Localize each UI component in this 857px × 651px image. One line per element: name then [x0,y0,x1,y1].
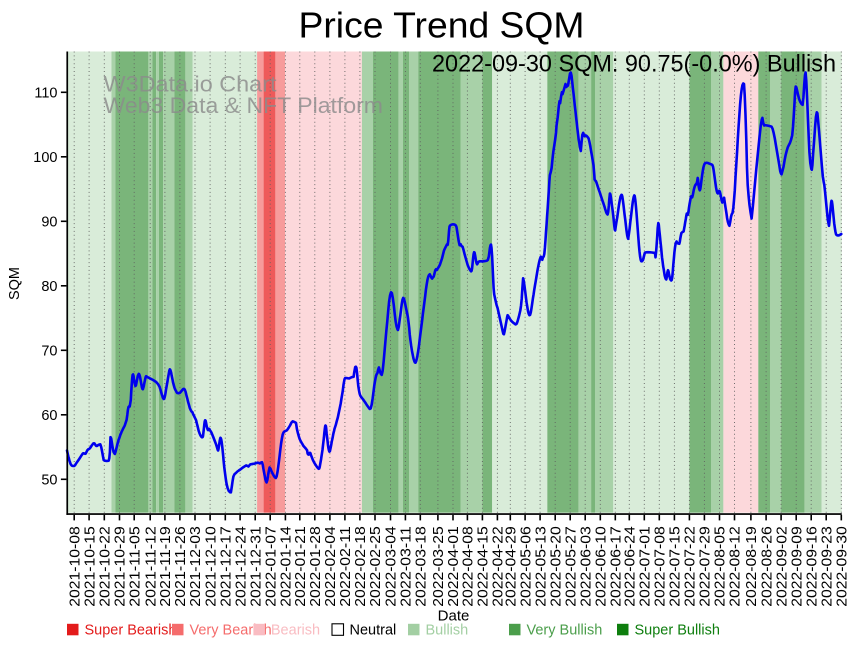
svg-text:2022-04-01: 2022-04-01 [446,526,462,607]
svg-text:2022-05-06: 2022-05-06 [518,526,534,607]
svg-text:2022-05-27: 2022-05-27 [563,526,579,607]
svg-text:2021-11-05: 2021-11-05 [127,526,143,607]
svg-text:Bullish: Bullish [426,623,469,639]
svg-text:Web3 Data & NFT Platform: Web3 Data & NFT Platform [104,93,384,118]
svg-text:Super Bearish: Super Bearish [85,623,177,639]
svg-text:Bearish: Bearish [271,623,320,639]
svg-text:2022-04-22: 2022-04-22 [491,526,507,607]
svg-text:2022-01-14: 2022-01-14 [279,526,295,607]
svg-text:2022-07-01: 2022-07-01 [638,526,654,607]
svg-text:2022-09-02: 2022-09-02 [774,526,790,607]
svg-text:2022-08-19: 2022-08-19 [744,526,760,607]
svg-text:Date: Date [438,608,470,625]
svg-text:2022-03-04: 2022-03-04 [384,526,400,607]
svg-text:2022-08-05: 2022-08-05 [713,526,729,607]
svg-text:2022-03-18: 2022-03-18 [414,526,430,607]
svg-text:2022-09-23: 2022-09-23 [819,526,835,607]
svg-text:2022-05-13: 2022-05-13 [533,526,549,607]
svg-text:2022-09-30 SQM: 90.75(-0.0%) B: 2022-09-30 SQM: 90.75(-0.0%) Bullish [432,51,836,78]
svg-text:2022-08-12: 2022-08-12 [728,526,744,607]
svg-text:2022-01-21: 2022-01-21 [293,526,309,607]
svg-text:2021-12-31: 2021-12-31 [248,526,264,607]
svg-text:2021-12-10: 2021-12-10 [203,526,219,607]
svg-text:2022-02-18: 2022-02-18 [353,526,369,607]
svg-text:2021-11-26: 2021-11-26 [173,526,189,607]
svg-text:2022-09-09: 2022-09-09 [789,526,805,607]
svg-text:2022-03-25: 2022-03-25 [431,526,447,607]
svg-text:2021-10-15: 2021-10-15 [82,526,98,607]
svg-text:80: 80 [41,279,57,295]
svg-text:2021-12-03: 2021-12-03 [188,526,204,607]
svg-text:2022-07-22: 2022-07-22 [683,526,699,607]
svg-text:70: 70 [41,343,57,359]
svg-text:2022-04-08: 2022-04-08 [461,526,477,607]
svg-text:2022-07-15: 2022-07-15 [668,526,684,607]
svg-text:2022-07-08: 2022-07-08 [653,526,669,607]
svg-text:2022-06-17: 2022-06-17 [609,526,625,607]
svg-text:2022-04-29: 2022-04-29 [504,526,520,607]
svg-text:Very Bullish: Very Bullish [527,623,603,639]
svg-text:Neutral: Neutral [350,623,397,639]
svg-text:100: 100 [33,150,57,166]
svg-text:Very Bearish: Very Bearish [190,623,272,639]
svg-text:2022-04-15: 2022-04-15 [476,526,492,607]
svg-text:2022-02-11: 2022-02-11 [338,526,354,607]
svg-text:2021-10-08: 2021-10-08 [67,526,83,607]
svg-text:2021-10-22: 2021-10-22 [98,526,114,607]
svg-text:90: 90 [41,214,57,230]
svg-text:2022-05-20: 2022-05-20 [548,526,564,607]
svg-text:2022-02-25: 2022-02-25 [368,526,384,607]
svg-text:50: 50 [41,472,57,488]
svg-text:2021-11-19: 2021-11-19 [158,526,174,607]
svg-text:2022-07-29: 2022-07-29 [698,526,714,607]
svg-text:W3Data.io Chart: W3Data.io Chart [104,72,278,97]
svg-text:2022-06-03: 2022-06-03 [578,526,594,607]
svg-text:2022-02-04: 2022-02-04 [323,526,339,607]
svg-text:2021-11-12: 2021-11-12 [143,526,159,607]
svg-text:Price Trend SQM: Price Trend SQM [299,5,585,46]
svg-text:2022-09-16: 2022-09-16 [804,526,820,607]
svg-text:SQM: SQM [7,267,23,300]
svg-text:2022-06-10: 2022-06-10 [594,526,610,607]
svg-text:Super Bullish: Super Bullish [635,623,720,639]
svg-text:110: 110 [34,85,57,101]
svg-text:2022-06-24: 2022-06-24 [623,526,639,607]
svg-text:2022-01-28: 2022-01-28 [308,526,324,607]
svg-text:2022-01-07: 2022-01-07 [263,526,279,607]
svg-text:2021-12-17: 2021-12-17 [219,526,235,607]
svg-text:2022-03-11: 2022-03-11 [399,526,415,607]
svg-text:60: 60 [41,408,57,424]
svg-text:2022-08-26: 2022-08-26 [759,526,775,607]
svg-text:2021-12-24: 2021-12-24 [233,526,249,607]
svg-text:2022-09-30: 2022-09-30 [835,526,851,607]
svg-text:2021-10-29: 2021-10-29 [113,526,129,607]
